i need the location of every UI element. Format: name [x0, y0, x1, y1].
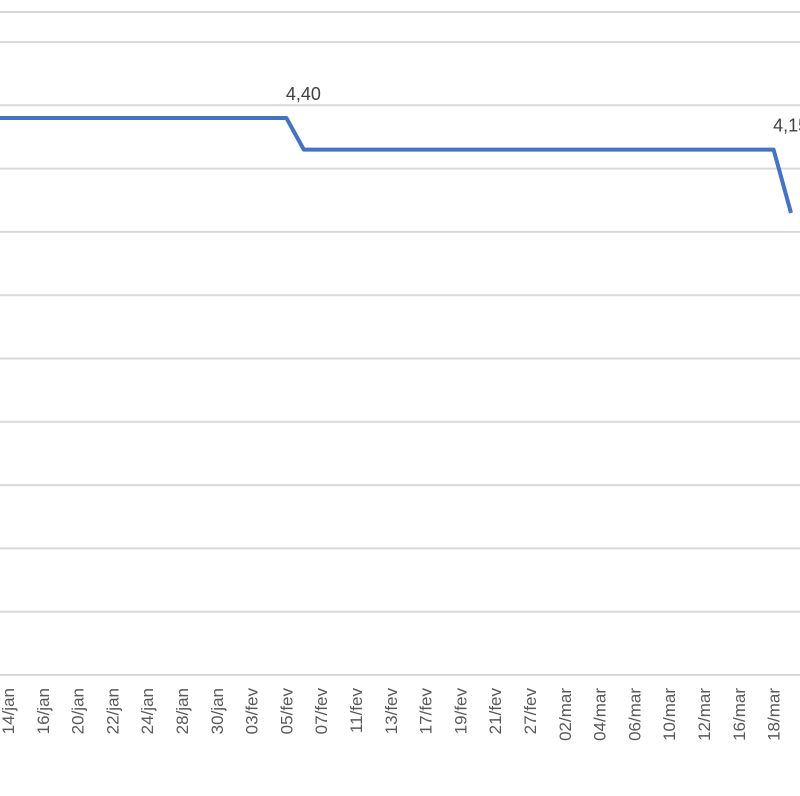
x-tick-label: 10/mar [660, 688, 679, 741]
x-tick-label: 06/mar [625, 688, 644, 741]
x-tick-label: 13/fev [382, 688, 401, 735]
x-tick-label: 07/fev [312, 688, 331, 735]
x-tick-label: 19/fev [451, 688, 470, 735]
x-tick-label: 30/jan [208, 688, 227, 734]
x-tick-label: 28/jan [173, 688, 192, 734]
x-tick-label: 03/fev [243, 688, 262, 735]
x-tick-label: 17/fev [417, 688, 436, 735]
x-tick-label: 20/jan [69, 688, 88, 734]
x-tick-label: 11/fev [347, 688, 366, 734]
x-tick-label: 21/fev [486, 688, 505, 735]
x-tick-label: 27/fev [521, 688, 540, 735]
x-tick-label: 16/mar [730, 688, 749, 741]
x-tick-label: 18/mar [765, 688, 784, 741]
x-tick-label: 16/jan [34, 688, 53, 734]
x-tick-label: 02/mar [556, 688, 575, 741]
data-label: 4,15 [773, 116, 800, 136]
x-tick-label: 12/mar [695, 688, 714, 741]
x-tick-label: 04/mar [591, 688, 610, 741]
line [0, 115, 793, 214]
x-tick-label: 24/jan [138, 688, 157, 734]
data-label: 4,40 [286, 84, 321, 104]
x-tick-label: 14/jan [0, 688, 18, 734]
x-tick-label: 05/fev [277, 688, 296, 735]
x-tick-label: 22/jan [103, 688, 122, 734]
